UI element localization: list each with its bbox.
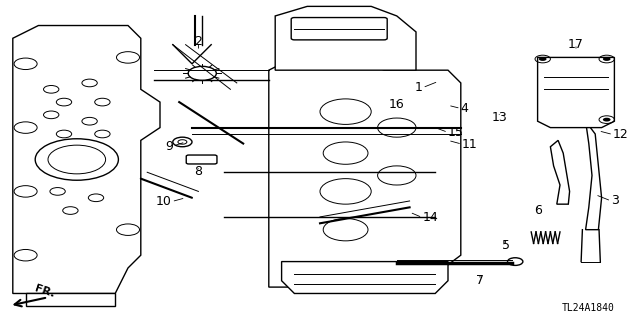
Polygon shape	[550, 140, 570, 204]
Polygon shape	[275, 6, 416, 70]
Polygon shape	[269, 57, 461, 287]
Text: 7: 7	[476, 274, 484, 286]
FancyBboxPatch shape	[291, 18, 387, 40]
Text: 12: 12	[613, 128, 629, 141]
Polygon shape	[586, 121, 602, 230]
Text: 9: 9	[165, 140, 173, 152]
Text: 6: 6	[534, 204, 541, 217]
Text: 5: 5	[502, 239, 509, 252]
Text: TL24A1840: TL24A1840	[561, 303, 614, 313]
Text: 15: 15	[448, 126, 464, 139]
Polygon shape	[538, 57, 614, 128]
Circle shape	[603, 118, 611, 122]
Text: 3: 3	[611, 195, 619, 207]
Polygon shape	[282, 262, 448, 293]
Text: 10: 10	[156, 195, 172, 208]
Text: 2: 2	[195, 35, 202, 48]
Polygon shape	[13, 26, 160, 293]
Text: 4: 4	[461, 102, 468, 115]
Text: 14: 14	[422, 211, 438, 224]
Circle shape	[603, 57, 611, 61]
Text: 17: 17	[568, 38, 584, 50]
Text: 13: 13	[492, 111, 507, 124]
FancyBboxPatch shape	[186, 155, 217, 164]
Polygon shape	[26, 293, 115, 306]
Circle shape	[539, 57, 547, 61]
Text: 1: 1	[415, 81, 422, 94]
Text: FR.: FR.	[33, 283, 56, 299]
Text: 16: 16	[389, 98, 404, 111]
Text: 11: 11	[462, 138, 478, 151]
Text: 8: 8	[195, 165, 202, 178]
